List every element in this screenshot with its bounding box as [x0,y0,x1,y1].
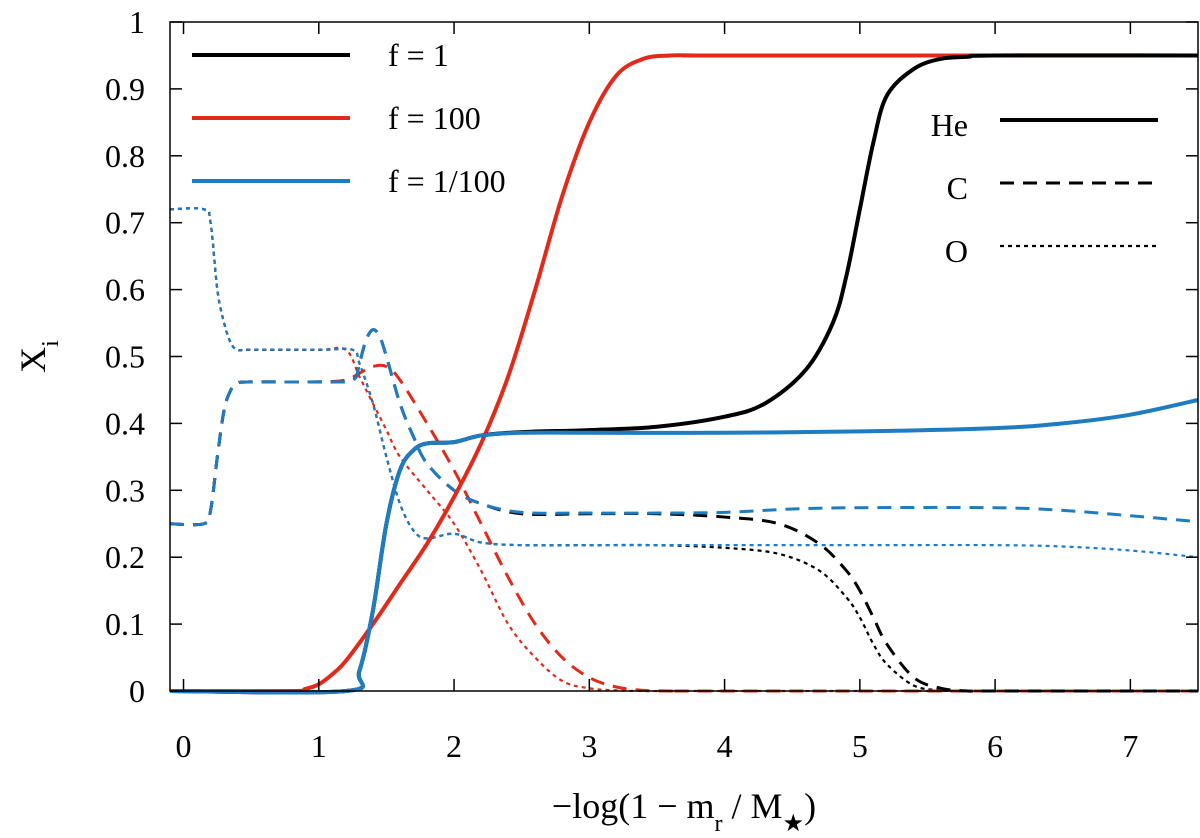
y-axis-title: Xi [13,340,64,373]
y-tick-label: 0.8 [105,138,145,174]
y-tick-label: 0.6 [105,272,145,308]
legend-label-species: He [931,107,968,143]
y-tick-label: 0.2 [105,539,145,575]
legend-label-model: f = 100 [388,100,481,136]
x-axis-title: −log(1 − mr / M★) [552,786,816,837]
y-tick-label: 0.9 [105,71,145,107]
series-line-o-f-1 [170,207,1198,693]
series-line-he-f-100 [170,53,1198,694]
series-line-o-f-1-100 [170,207,1198,559]
legend-label-model: f = 1/100 [388,163,506,199]
x-tick-label: 4 [717,728,733,764]
legend: f = 1 f = 100 f = 1/100 He CO [183,34,1158,269]
legend-models-background [183,34,558,196]
series-line-c-f-1-100 [170,328,1198,527]
x-tick-label: 0 [176,728,192,764]
y-tick-label: 0.4 [105,405,145,441]
x-tick-label: 7 [1122,728,1138,764]
series-layer [170,53,1198,695]
x-tick-label: 3 [581,728,597,764]
x-tick-label: 6 [987,728,1003,764]
y-tick-label: 0.7 [105,205,145,241]
series-line-o-f-100 [170,207,1198,693]
y-tick-label: 1 [129,4,145,40]
x-tick-label: 2 [446,728,462,764]
legend-label-species: O [945,233,968,269]
x-tick-label: 1 [311,728,327,764]
y-tick-label: 0 [129,673,145,709]
legend-label-model: f = 1 [388,37,449,73]
legend-label-species: C [947,170,968,206]
axis-ticks: 0 1 2 3 4 5 6 7 0 0.1 0.2 0.3 0.4 0.5 0.6 0.7 0.8 0.9 1 [105,4,1198,764]
y-tick-label: 0.5 [105,339,145,375]
y-tick-label: 0.3 [105,472,145,508]
series-line-he-f-1-100 [170,398,1198,695]
x-tick-label: 5 [852,728,868,764]
y-tick-label: 0.1 [105,606,145,642]
series-line-c-f-100 [170,363,1198,693]
